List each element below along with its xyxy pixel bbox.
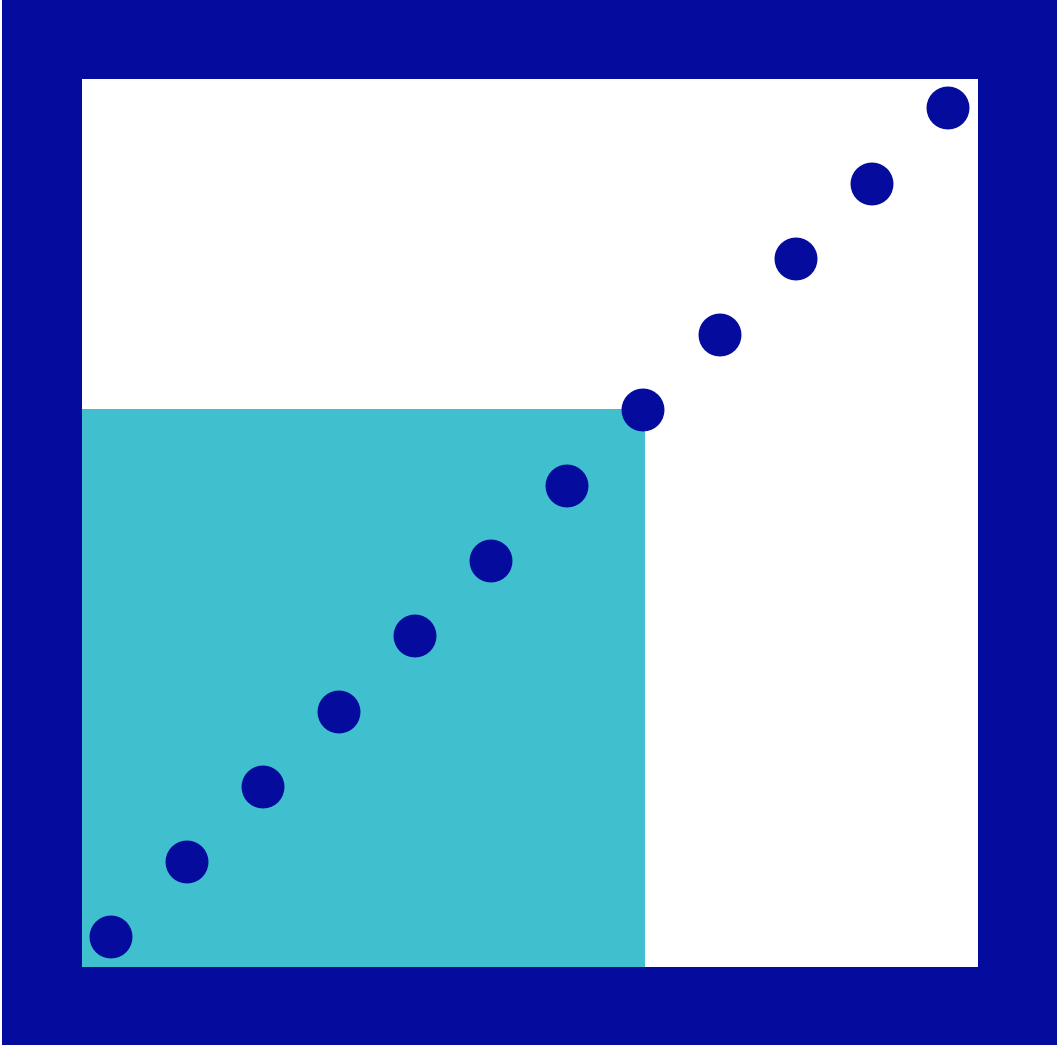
dot bbox=[165, 840, 209, 884]
dot bbox=[926, 86, 970, 130]
dot bbox=[393, 614, 437, 658]
dots bbox=[89, 86, 970, 959]
dot bbox=[850, 162, 894, 206]
dot bbox=[621, 388, 665, 432]
dot bbox=[545, 464, 589, 508]
dot bbox=[774, 237, 818, 281]
dot bbox=[698, 313, 742, 357]
dot bbox=[469, 539, 513, 583]
dot bbox=[317, 690, 361, 734]
dot bbox=[89, 915, 133, 959]
dot bbox=[241, 765, 285, 809]
